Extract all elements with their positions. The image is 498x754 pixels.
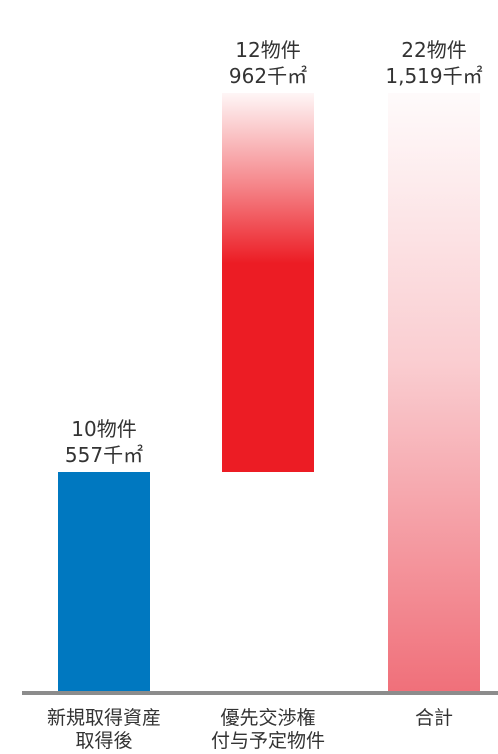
- data-label-area-3: 1,519千㎡: [385, 64, 483, 88]
- data-label-count-1: 10物件: [71, 416, 137, 441]
- data-label-area-2: 962千㎡: [228, 64, 308, 88]
- bar-3: [388, 93, 480, 691]
- data-label-count-2: 12物件: [235, 38, 301, 62]
- data-label-area-1: 557千㎡: [64, 442, 144, 467]
- category-label-line2: 取得後: [75, 730, 133, 752]
- category-label-line1: 合計: [414, 707, 454, 729]
- x-axis-baseline: [22, 691, 498, 695]
- category-label-2: 優先交渉権 付与予定物件: [211, 707, 325, 753]
- bar-1: [58, 471, 150, 691]
- category-label-line1: 新規取得資産: [46, 707, 162, 729]
- category-label-line2: 付与予定物件: [210, 730, 326, 752]
- category-label-3: 合計: [415, 707, 453, 730]
- bar-2: [222, 93, 314, 472]
- category-label-1: 新規取得資産 取得後: [47, 707, 161, 753]
- category-label-line1: 優先交渉権: [220, 707, 316, 729]
- data-label-count-3: 22物件: [401, 38, 467, 62]
